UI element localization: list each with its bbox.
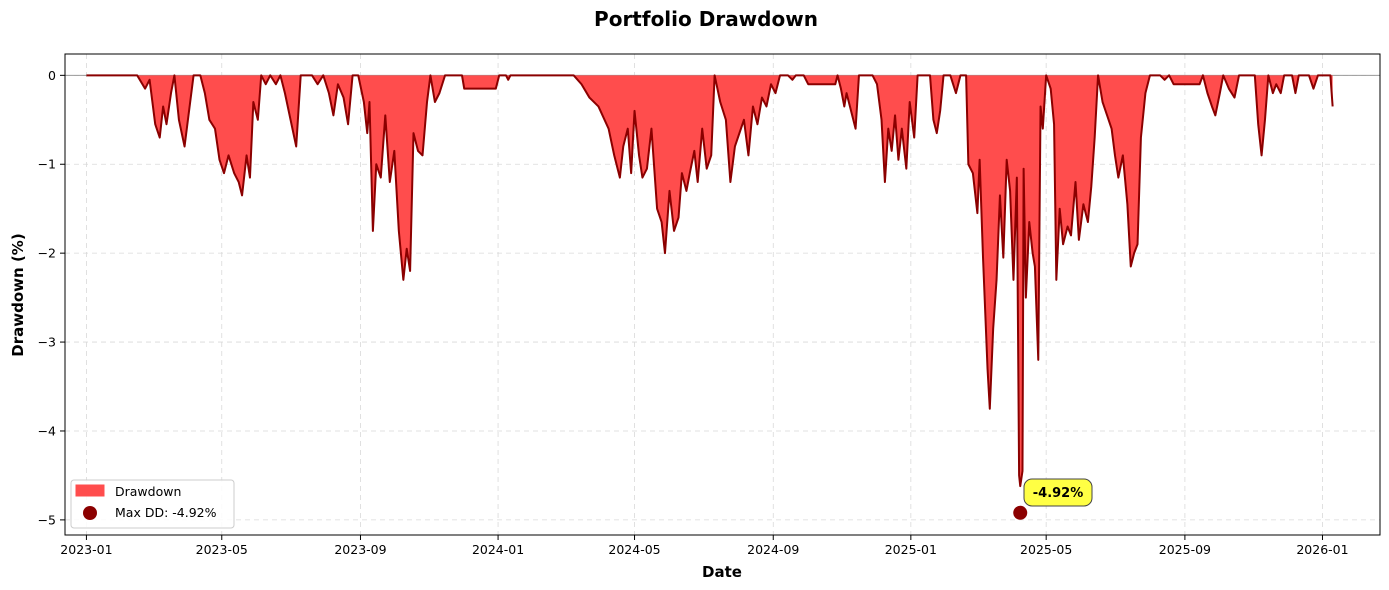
y-axis-label: Drawdown (%) — [9, 233, 27, 356]
plot-frame — [64, 53, 1381, 536]
y-tick-label: −3 — [38, 335, 56, 350]
x-tick-label: 2023-09 — [334, 542, 386, 557]
x-tick-label: 2024-09 — [747, 542, 799, 557]
x-tick-label: 2024-05 — [608, 542, 660, 557]
x-tick-label: 2025-05 — [1020, 542, 1072, 557]
annotation-label: -4.92% — [1033, 486, 1084, 501]
legend-swatch-drawdown — [75, 484, 105, 497]
x-tick-label: 2024-01 — [472, 542, 524, 557]
y-tick-label: 0 — [48, 68, 56, 83]
grid-lines — [65, 54, 1380, 535]
plot-area — [65, 74, 1380, 520]
legend: Drawdown Max DD: -4.92% — [70, 479, 235, 529]
drawdown-line — [86, 74, 1334, 488]
x-axis-label: Date — [702, 563, 742, 581]
y-tick-label: −2 — [38, 246, 56, 261]
x-tick-label: 2025-01 — [885, 542, 937, 557]
x-tick-label: 2025-09 — [1159, 542, 1211, 557]
y-axis-ticks: 0 −1 −2 −3 −4 −5 — [38, 68, 65, 527]
legend-label-drawdown: Drawdown — [115, 484, 181, 499]
annotation: -4.92% — [1023, 478, 1093, 507]
drawdown-area — [86, 75, 1333, 487]
y-tick-label: −1 — [38, 157, 56, 172]
legend-frame — [70, 479, 235, 529]
x-tick-label: 2023-05 — [196, 542, 248, 557]
x-tick-label: 2023-01 — [60, 542, 112, 557]
y-tick-label: −4 — [38, 423, 56, 438]
y-tick-label: −5 — [38, 512, 56, 527]
chart-title: Portfolio Drawdown — [594, 7, 818, 31]
x-axis-ticks: 2023-01 2023-05 2023-09 2024-01 2024-05 2024-… — [60, 535, 1349, 557]
legend-label-max-dd: Max DD: -4.92% — [115, 505, 217, 520]
legend-marker-max-dd — [83, 506, 97, 520]
x-tick-label: 2026-01 — [1296, 542, 1348, 557]
annotation-box — [1023, 478, 1093, 507]
max-drawdown-marker — [1013, 505, 1028, 520]
